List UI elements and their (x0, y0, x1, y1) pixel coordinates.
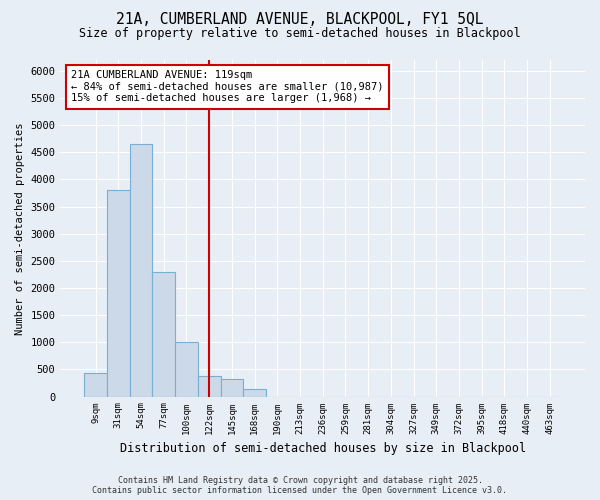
Bar (130, 144, 152, 397)
Bar (175, 342, 198, 396)
Bar (107, 190, 130, 396)
Bar (243, 390, 266, 396)
Bar (84, 373, 107, 396)
Text: Size of property relative to semi-detached houses in Blackpool: Size of property relative to semi-detach… (79, 28, 521, 40)
Bar (221, 379, 243, 396)
Text: 21A CUMBERLAND AVENUE: 119sqm
← 84% of semi-detached houses are smaller (10,987): 21A CUMBERLAND AVENUE: 119sqm ← 84% of s… (71, 70, 383, 103)
Text: 21A, CUMBERLAND AVENUE, BLACKPOOL, FY1 5QL: 21A, CUMBERLAND AVENUE, BLACKPOOL, FY1 5… (116, 12, 484, 28)
Y-axis label: Number of semi-detached properties: Number of semi-detached properties (15, 122, 25, 334)
Bar (152, 272, 175, 396)
Text: Contains HM Land Registry data © Crown copyright and database right 2025.
Contai: Contains HM Land Registry data © Crown c… (92, 476, 508, 495)
Bar (198, 376, 221, 396)
X-axis label: Distribution of semi-detached houses by size in Blackpool: Distribution of semi-detached houses by … (119, 442, 526, 455)
